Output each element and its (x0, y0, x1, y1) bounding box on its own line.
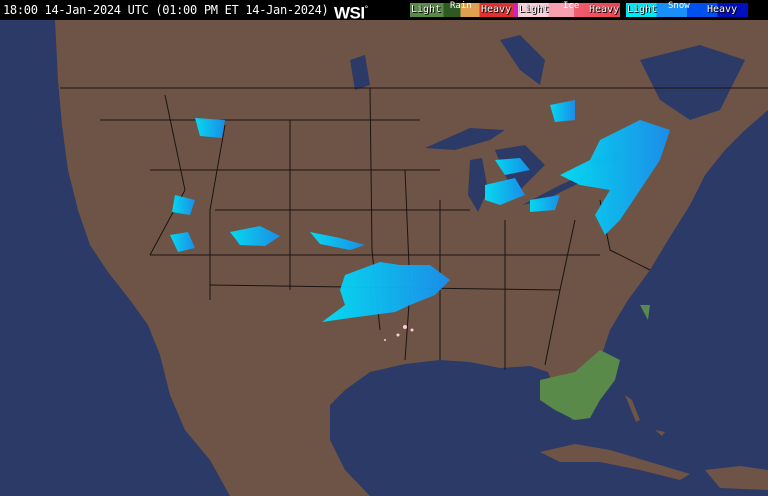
snow-heavy-label: Heavy (707, 4, 738, 15)
rain-title: Rain (450, 1, 472, 11)
ice-title: Ice (563, 1, 580, 11)
rain-heavy-label: Heavy (481, 4, 512, 15)
rain-light-label: Light (411, 4, 442, 15)
bahamas (625, 395, 665, 436)
wsi-logo: WSI° (334, 3, 368, 23)
cuba (540, 444, 690, 480)
hispaniola (705, 466, 768, 490)
baja-water (118, 300, 170, 400)
mexico-east-coast (230, 405, 330, 496)
ice-light-label: Light (519, 4, 550, 15)
timestamp: 18:00 14-Jan-2024 UTC (01:00 PM ET 14-Ja… (3, 3, 329, 17)
header-bar: 18:00 14-Jan-2024 UTC (01:00 PM ET 14-Ja… (0, 0, 768, 23)
legend-snow: Light Snow Heavy (626, 1, 748, 17)
legend-rain: Light Rain Heavy (410, 1, 522, 17)
precipitation-rain (540, 305, 650, 420)
snow-title: Snow (668, 1, 690, 11)
ice-heavy-label: Heavy (589, 4, 620, 15)
legend-ice: Light Ice Heavy (518, 1, 620, 17)
precipitation-snow (170, 100, 670, 322)
snow-light-label: Light (627, 4, 658, 15)
precipitation-ice (384, 325, 414, 341)
